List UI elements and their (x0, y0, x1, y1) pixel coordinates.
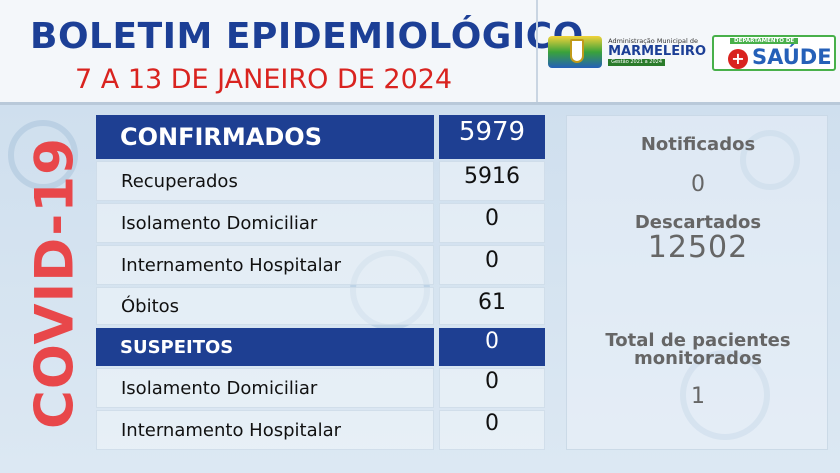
row-label: Internamento Hospitalar (96, 245, 434, 285)
header-divider (536, 0, 538, 102)
suspeitos-header-row: SUSPEITOS 0 (96, 328, 545, 366)
municipal-years: Gestão 2021 a 2024 (608, 58, 666, 66)
descartados-label: Descartados (634, 212, 762, 233)
row-value: 0 (439, 203, 545, 243)
row-value: 0 (439, 368, 545, 408)
saude-dept-text: DEPARTAMENTO DE (730, 38, 799, 44)
table-row: Isolamento Domiciliar 0 (96, 203, 545, 243)
confirmados-value: 5979 (439, 115, 545, 159)
row-value: 0 (439, 410, 545, 450)
row-value: 61 (439, 287, 545, 325)
municipal-logo: Administração Municipal de MARMELEIRO Ge… (548, 33, 706, 71)
saude-logo: DEPARTAMENTO DE + SAÚDE (712, 35, 836, 71)
suspeitos-label: SUSPEITOS (96, 328, 434, 366)
confirmados-header-row: CONFIRMADOS 5979 (96, 115, 545, 159)
date-range: 7 A 13 DE JANEIRO DE 2024 (75, 64, 453, 95)
table-row: Isolamento Domiciliar 0 (96, 368, 545, 408)
notificados-label: Notificados (640, 134, 756, 155)
virus-decoration-icon (8, 120, 78, 190)
health-cross-icon: + (728, 49, 748, 69)
header: BOLETIM EPIDEMIOLÓGICO 7 A 13 DE JANEIRO… (0, 0, 840, 105)
descartados-value: 12502 (647, 230, 749, 265)
table-row: Óbitos 61 (96, 287, 545, 325)
virus-decoration-icon (740, 130, 800, 190)
row-label: Recuperados (96, 161, 434, 201)
table-row: Internamento Hospitalar 0 (96, 410, 545, 450)
municipal-admin-text: Administração Municipal de (608, 37, 698, 46)
saude-name: SAÚDE (752, 45, 832, 69)
row-label: Óbitos (96, 287, 434, 325)
covid-side-label: COVID-19 (24, 136, 86, 429)
notificados-value: 0 (691, 172, 705, 197)
table-row: Internamento Hospitalar 0 (96, 245, 545, 285)
row-label: Internamento Hospitalar (96, 410, 434, 450)
row-value: 0 (439, 245, 545, 285)
monitorados-label: Total de pacientes (605, 330, 791, 351)
page-title: BOLETIM EPIDEMIOLÓGICO (30, 16, 584, 57)
confirmados-label: CONFIRMADOS (96, 115, 434, 159)
crest-icon (548, 36, 603, 68)
suspeitos-value: 0 (439, 328, 545, 366)
monitorados-value: 1 (691, 384, 705, 409)
table-row: Recuperados 5916 (96, 161, 545, 201)
summary-panel: Notificados 0 Descartados 12502 Total de… (566, 115, 828, 450)
row-value: 5916 (439, 161, 545, 201)
row-label: Isolamento Domiciliar (96, 203, 434, 243)
monitorados-label-2: monitorados (633, 348, 763, 369)
row-label: Isolamento Domiciliar (96, 368, 434, 408)
virus-decoration-icon (680, 350, 770, 440)
municipal-name: MARMELEIRO (608, 43, 706, 59)
